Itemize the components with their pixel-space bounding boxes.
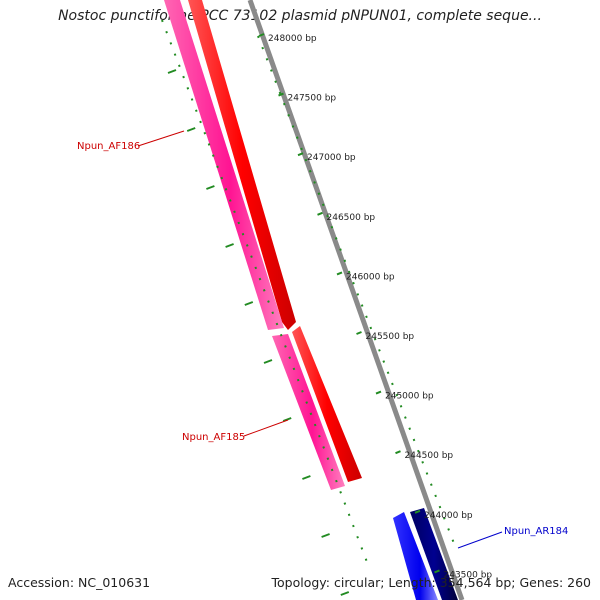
outer-major-ticks	[258, 33, 440, 574]
ruler-tick-label: 248000 bp	[268, 34, 317, 44]
gene-label-npun-af186[interactable]: Npun_AF186	[77, 130, 185, 152]
ruler-major-tick	[375, 390, 382, 395]
ruler-tick-label: 245000 bp	[385, 392, 434, 402]
ruler-tick-label: 245500 bp	[366, 332, 415, 342]
inner-major-tick	[263, 359, 273, 364]
gene-label-npun-af185[interactable]: Npun_AF185	[182, 419, 289, 443]
inner-major-tick	[186, 127, 196, 132]
ruler-tick-label: 246500 bp	[327, 213, 376, 223]
ruler-major-tick	[317, 211, 323, 216]
ruler-tick-label: 247500 bp	[288, 94, 337, 104]
gene-track-reverse[interactable]	[393, 508, 458, 600]
feature-red-segment-1[interactable]	[188, 0, 296, 330]
ruler-labels: 248000 bp 247500 bp 247000 bp 246500 bp 2460…	[268, 34, 492, 580]
ruler-major-tick	[395, 450, 401, 455]
ruler-major-tick	[278, 92, 284, 97]
ruler-tick-label: 243500 bp	[444, 570, 493, 580]
inner-major-tick	[340, 591, 350, 596]
inner-major-tick	[321, 533, 330, 538]
inner-major-tick	[244, 301, 254, 306]
inner-major-tick	[206, 185, 215, 190]
feature-red-segment-2[interactable]	[292, 326, 362, 482]
feature-red-track[interactable]	[188, 0, 362, 482]
inner-major-tick	[167, 69, 177, 74]
gene-label-text: Npun_AF186	[77, 141, 140, 152]
ruler-tick-label: 246000 bp	[346, 272, 395, 282]
ruler-tick-label: 244500 bp	[405, 451, 454, 461]
topology-summary: Topology: circular; Length: 354,564 bp; …	[271, 575, 592, 590]
ruler-major-tick	[336, 271, 343, 276]
inner-major-tick	[282, 417, 292, 422]
leader-line	[137, 130, 185, 147]
ruler-major-tick	[414, 509, 421, 514]
leader-line	[457, 531, 503, 549]
ruler-major-tick	[258, 33, 265, 37]
gene-track-forward[interactable]	[164, 0, 345, 490]
ruler-major-tick	[434, 569, 440, 574]
ruler-tick-label: 244000 bp	[424, 511, 473, 521]
gene-npun-af185[interactable]	[272, 334, 345, 490]
ruler-tick-label: 247000 bp	[307, 153, 356, 163]
ruler-major-tick	[356, 331, 362, 335]
ruler-major-tick	[297, 152, 304, 157]
feature-navy-segment[interactable]	[410, 508, 458, 600]
gene-label-text: Npun_AF185	[182, 432, 245, 443]
plasmid-backbone	[247, 0, 465, 600]
gene-npun-ar184[interactable]	[393, 512, 438, 600]
inner-major-tick	[225, 243, 234, 248]
inner-major-ticks	[167, 69, 350, 596]
accession-text: Accession: NC_010631	[8, 575, 151, 590]
leader-line	[243, 419, 289, 437]
gene-label-text: Npun_AR184	[504, 526, 568, 537]
inner-major-tick	[302, 475, 311, 480]
gene-label-npun-ar184[interactable]: Npun_AR184	[457, 526, 568, 549]
gene-npun-af186[interactable]	[164, 0, 284, 330]
